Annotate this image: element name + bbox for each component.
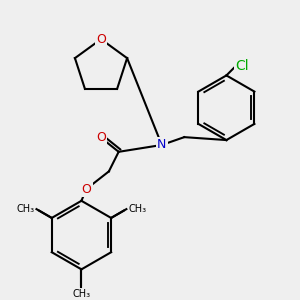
- Text: CH₃: CH₃: [72, 289, 91, 299]
- Text: CH₃: CH₃: [128, 204, 146, 214]
- Text: Cl: Cl: [235, 58, 249, 73]
- Text: CH₃: CH₃: [16, 204, 34, 214]
- Text: O: O: [81, 182, 91, 196]
- Text: N: N: [157, 139, 167, 152]
- Text: O: O: [96, 33, 106, 46]
- Text: O: O: [96, 130, 106, 144]
